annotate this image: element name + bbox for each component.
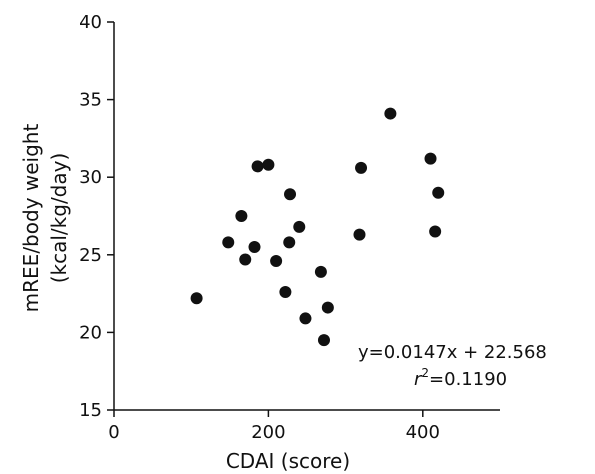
y-axis-tick-label: 30 <box>79 167 102 188</box>
x-axis-tick-label: 0 <box>108 422 119 443</box>
x-axis-tick-label: 200 <box>251 422 285 443</box>
scatter-point <box>248 241 261 254</box>
y-axis-tick-label: 15 <box>79 400 102 421</box>
scatter-point <box>235 210 248 222</box>
scatter-point <box>283 236 296 249</box>
x-axis-tick-label: 400 <box>406 422 440 443</box>
y-axis-title-line-1: mREE/body weight <box>19 124 43 313</box>
scatter-point <box>293 220 306 233</box>
y-axis-tick-label: 40 <box>79 12 102 33</box>
scatter-point <box>279 286 292 299</box>
scatter-point <box>314 265 327 278</box>
scatter-point <box>429 225 442 238</box>
scatter-point <box>251 160 264 173</box>
scatter-point <box>355 161 368 174</box>
x-axis-title: CDAI (score) <box>226 449 350 473</box>
scatter-point <box>284 188 297 201</box>
scatter-point <box>299 312 312 325</box>
scatter-point <box>353 228 366 241</box>
r-squared-annotation: r2=0.1190 <box>414 366 507 390</box>
scatter-point <box>321 301 334 314</box>
r-squared-variable: r <box>414 369 423 390</box>
scatter-point <box>222 236 235 249</box>
y-axis-tick-label: 35 <box>79 90 102 111</box>
y-axis-tick-label: 25 <box>79 245 102 266</box>
scatter-point <box>424 152 437 165</box>
r-squared-exponent: 2 <box>421 366 429 380</box>
scatter-point <box>190 292 203 305</box>
data-points <box>190 107 445 347</box>
scatter-point <box>270 255 283 268</box>
r-squared-value: =0.1190 <box>429 369 507 390</box>
regression-equation: y=0.0147x + 22.568 <box>358 342 547 363</box>
scatter-point <box>384 107 397 120</box>
scatter-point <box>317 334 330 347</box>
y-axis-title-line-2: (kcal/kg/day) <box>47 153 71 284</box>
scatter-point <box>239 253 252 266</box>
scatter-point <box>262 158 275 171</box>
scatter-point <box>432 186 445 199</box>
y-axis-tick-label: 20 <box>79 322 102 343</box>
